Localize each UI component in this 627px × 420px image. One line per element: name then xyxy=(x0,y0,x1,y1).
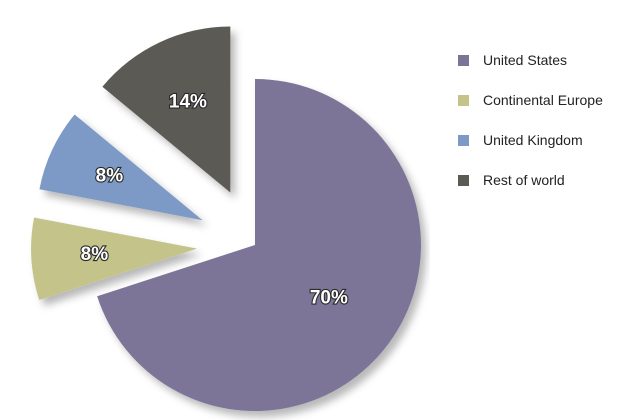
pie-slice-continental-europe xyxy=(31,217,198,300)
pie-slice-united-states xyxy=(97,79,422,411)
legend-swatch-united-kingdom xyxy=(458,134,469,146)
legend-label-united-states: United States xyxy=(483,52,568,68)
pie-slice-label-united-states: 70% xyxy=(310,288,348,309)
legend-swatch-rest-of-world xyxy=(458,174,469,186)
legend-item-rest-of-world: Rest of world xyxy=(458,170,603,190)
legend-swatch-united-states xyxy=(458,54,469,66)
legend-item-continental-europe: Continental Europe xyxy=(458,90,603,110)
legend-label-continental-europe: Continental Europe xyxy=(483,92,603,108)
pie-slice-labels: 70% 8% 8% 14% xyxy=(80,90,350,309)
legend-item-united-states: United States xyxy=(458,50,603,70)
pie-slice-label-rest-of-world: 14% xyxy=(169,91,207,112)
legend-label-united-kingdom: United Kingdom xyxy=(483,132,583,148)
pie-slice-rest-of-world xyxy=(102,26,231,193)
pie-slice-label-united-kingdom: 8% xyxy=(96,165,124,186)
pie-chart: 70% 8% 8% 14% xyxy=(31,26,422,411)
legend: United States Continental Europe United … xyxy=(458,50,603,210)
pie-slice-united-kingdom xyxy=(39,114,203,221)
legend-item-united-kingdom: United Kingdom xyxy=(458,130,603,150)
pie-slice-label-continental-europe: 8% xyxy=(81,244,109,265)
legend-swatch-continental-europe xyxy=(458,94,469,106)
pie-slices xyxy=(31,26,422,411)
legend-label-rest-of-world: Rest of world xyxy=(483,172,565,188)
